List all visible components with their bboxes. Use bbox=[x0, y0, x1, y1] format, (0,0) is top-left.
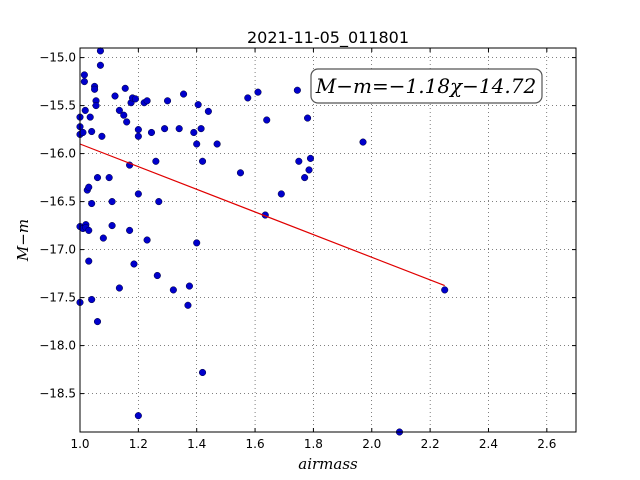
data-point bbox=[88, 199, 96, 208]
data-point bbox=[130, 260, 138, 268]
x-tick-label: 2.0 bbox=[362, 437, 381, 451]
data-point bbox=[244, 94, 252, 102]
data-point bbox=[96, 61, 104, 69]
data-point bbox=[86, 113, 94, 121]
data-point bbox=[301, 174, 309, 182]
data-point bbox=[359, 138, 367, 146]
data-point bbox=[263, 116, 271, 124]
axis-ticks: 1.0 1.2 1.4 1.6 1.8 2.0 2.2 2.4 2.6 −15.0 −15.5 −16… bbox=[39, 48, 576, 451]
data-point bbox=[293, 86, 301, 94]
y-tick-label: −16.0 bbox=[39, 147, 76, 161]
data-point bbox=[131, 95, 139, 103]
data-point bbox=[115, 284, 123, 292]
data-point bbox=[236, 169, 245, 177]
data-point bbox=[169, 286, 177, 294]
data-point bbox=[441, 286, 449, 294]
data-point bbox=[153, 271, 161, 280]
x-tick-label: 1.2 bbox=[129, 437, 148, 451]
data-point bbox=[152, 157, 160, 165]
data-point bbox=[134, 190, 142, 198]
x-tick-label: 1.4 bbox=[187, 437, 206, 451]
y-tick-label: −17.5 bbox=[39, 291, 76, 305]
data-point bbox=[98, 132, 106, 140]
data-point bbox=[88, 295, 96, 304]
data-point bbox=[213, 140, 221, 148]
data-point bbox=[99, 234, 107, 242]
data-point bbox=[185, 282, 193, 290]
data-point bbox=[198, 368, 207, 377]
data-point bbox=[193, 239, 201, 247]
x-tick-label: 2.4 bbox=[479, 437, 498, 451]
data-point bbox=[295, 157, 303, 165]
chart-title: 2021-11-05_011801 bbox=[247, 28, 409, 48]
data-point bbox=[193, 140, 201, 148]
data-point bbox=[198, 157, 207, 165]
data-point bbox=[184, 301, 192, 309]
x-axis-label: airmass bbox=[298, 455, 358, 473]
y-tick-label: −16.5 bbox=[39, 195, 76, 209]
data-point bbox=[143, 97, 151, 105]
data-point bbox=[126, 226, 134, 234]
y-tick-label: −15.5 bbox=[39, 99, 76, 113]
plot-frame bbox=[79, 47, 577, 433]
x-tick-label: 1.8 bbox=[304, 437, 323, 451]
data-point bbox=[105, 174, 113, 182]
annotation-box bbox=[310, 68, 543, 104]
data-point bbox=[85, 257, 93, 265]
data-point bbox=[96, 47, 104, 55]
data-point bbox=[163, 97, 172, 105]
data-point bbox=[306, 154, 315, 162]
data-point bbox=[80, 71, 88, 79]
data-points bbox=[76, 47, 449, 436]
grid-lines bbox=[79, 48, 576, 432]
y-tick-label: −15.0 bbox=[39, 51, 76, 65]
data-point bbox=[134, 132, 142, 140]
data-point bbox=[80, 78, 88, 86]
y-tick-label: −17.0 bbox=[39, 243, 76, 257]
x-tick-label: 2.6 bbox=[537, 437, 556, 451]
data-point bbox=[180, 90, 188, 98]
data-point bbox=[123, 118, 131, 126]
data-point bbox=[197, 125, 205, 133]
data-point bbox=[108, 222, 116, 230]
data-point bbox=[120, 111, 128, 119]
data-point bbox=[155, 198, 163, 206]
data-point bbox=[85, 183, 93, 191]
data-point bbox=[115, 106, 123, 114]
x-tick-label: 2.2 bbox=[421, 437, 440, 451]
data-point bbox=[254, 88, 262, 96]
x-tick-label: 1.0 bbox=[70, 437, 89, 451]
data-point bbox=[204, 107, 212, 115]
x-tick-label: 1.6 bbox=[246, 437, 265, 451]
data-point bbox=[79, 128, 87, 137]
fit-line bbox=[79, 143, 445, 287]
data-point bbox=[143, 236, 151, 244]
data-point bbox=[111, 92, 119, 100]
data-point bbox=[121, 84, 129, 92]
data-point bbox=[175, 125, 183, 133]
y-tick-label: −18.0 bbox=[39, 339, 76, 353]
data-point bbox=[134, 412, 142, 420]
y-tick-label: −18.5 bbox=[39, 387, 76, 401]
data-point bbox=[147, 128, 156, 137]
data-point bbox=[134, 126, 142, 134]
data-point bbox=[93, 174, 102, 182]
y-axis-label: M−m bbox=[14, 219, 32, 262]
data-point bbox=[305, 166, 313, 174]
data-point bbox=[81, 106, 89, 114]
data-point bbox=[85, 226, 93, 234]
data-point bbox=[190, 128, 198, 137]
data-point bbox=[194, 101, 202, 109]
data-point bbox=[108, 198, 116, 206]
data-point bbox=[92, 102, 100, 110]
data-point bbox=[304, 114, 312, 122]
data-point bbox=[91, 85, 99, 93]
data-point bbox=[161, 125, 169, 133]
data-point bbox=[88, 127, 96, 136]
data-point bbox=[93, 318, 102, 326]
fit-equation-annotation: M−m=−1.18χ−14.72 bbox=[315, 74, 536, 98]
fit-line-group bbox=[79, 143, 445, 287]
data-point bbox=[277, 190, 285, 198]
